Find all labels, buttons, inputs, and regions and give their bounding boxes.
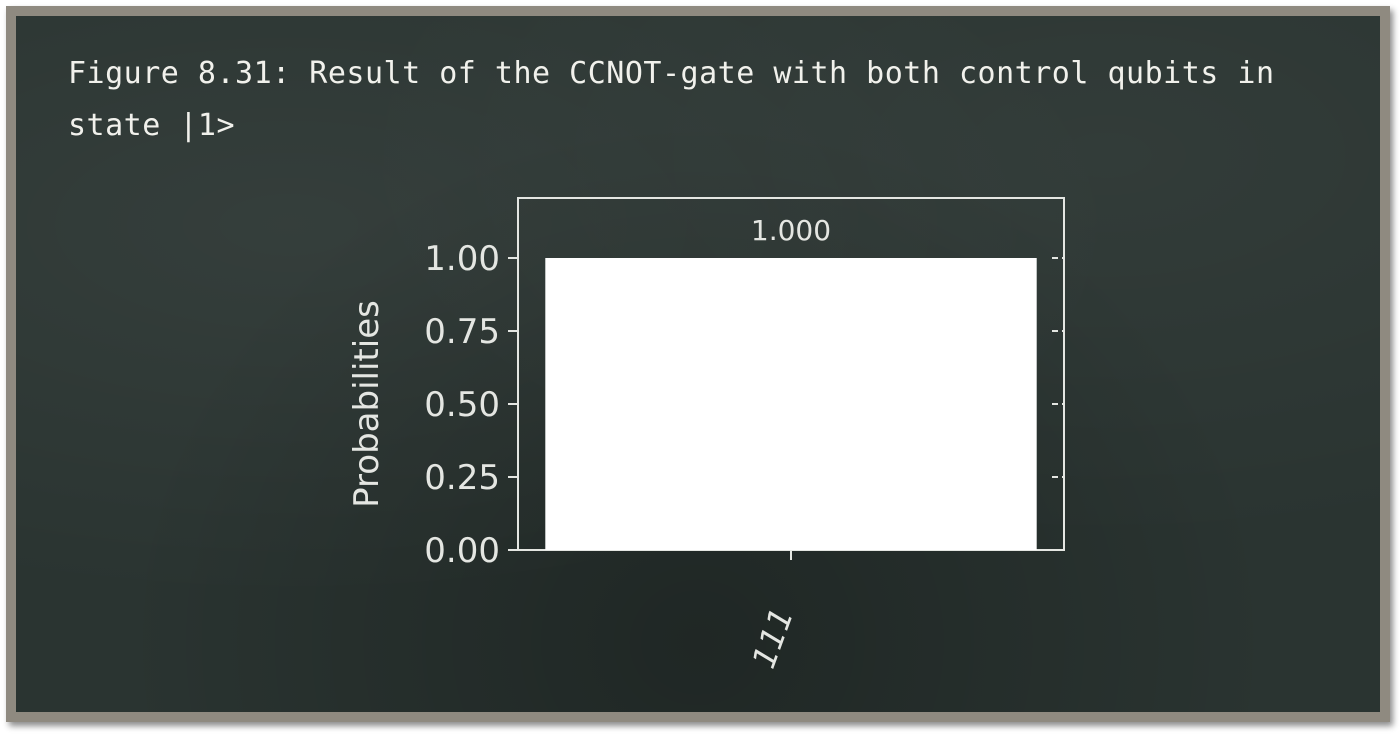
y-axis-title: Probabilities	[347, 300, 387, 508]
bar-value-label: 1.000	[751, 214, 831, 247]
figure-caption: Figure 8.31: Result of the CCNOT-gate wi…	[68, 56, 1275, 143]
probability-bar-chart: 1.000 111 0.00 0.25 0.50 0.75 1.00 Probabilitie…	[347, 197, 1065, 673]
y-tick-label: 0.00	[424, 531, 500, 571]
y-tick-label: 0.75	[424, 312, 500, 352]
y-tick-label: 0.25	[424, 458, 500, 498]
y-tick-label: 0.50	[424, 385, 500, 425]
y-tick-label: 1.00	[424, 239, 500, 279]
chalkboard: Figure 8.31: Result of the CCNOT-gate wi…	[16, 16, 1380, 712]
chalkboard-frame: Figure 8.31: Result of the CCNOT-gate wi…	[6, 6, 1390, 722]
bar-111	[545, 258, 1037, 550]
plot-area: 1.000 111 0.00 0.25 0.50 0.75 1.00 Probabilitie…	[347, 197, 1065, 673]
x-tick-label: 111	[744, 603, 801, 673]
